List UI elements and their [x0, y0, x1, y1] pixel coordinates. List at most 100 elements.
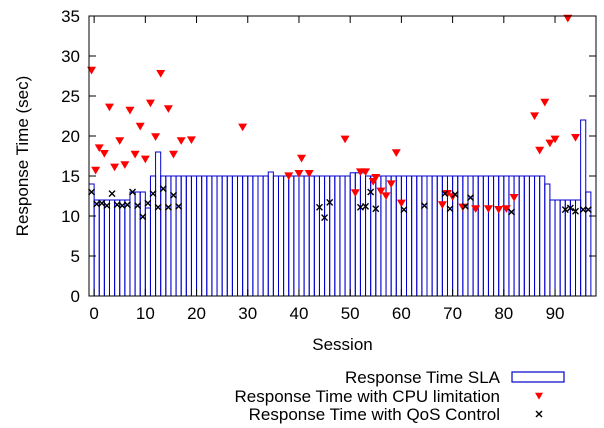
qos-point-stroke [356, 203, 364, 211]
qos-point-stroke [451, 190, 459, 198]
sla-bar [421, 175, 428, 297]
y-tick-label: 15 [61, 167, 80, 186]
cpu-point [361, 168, 371, 177]
qos-point [88, 188, 96, 196]
qos-point-stroke [579, 206, 587, 214]
cpu-point [471, 205, 481, 213]
qos-point [461, 202, 469, 210]
sla-bar [144, 207, 151, 297]
qos-point-stroke [566, 204, 574, 212]
cpu-point [509, 194, 519, 202]
qos-point [154, 203, 162, 211]
sla-bar [196, 175, 203, 297]
cpu-point [494, 206, 504, 214]
sla-bar [411, 175, 418, 297]
qos-point-stroke [561, 206, 569, 214]
qos-point-stroke [467, 194, 475, 202]
sla-bar [175, 175, 182, 297]
x-tick-label: 10 [136, 304, 155, 323]
sla-bar [416, 175, 423, 297]
cpu-point [540, 98, 550, 107]
sla-bar [308, 175, 315, 297]
sla-bar [160, 175, 167, 297]
cpu-point [238, 123, 248, 132]
cpu-point [571, 134, 581, 142]
sla-bar [88, 183, 95, 297]
qos-point [508, 208, 515, 216]
qos-point-stroke [98, 199, 106, 207]
sla-bar [431, 175, 438, 297]
sla-bar [298, 175, 305, 297]
sla-bar [523, 175, 530, 297]
cpu-point [501, 205, 511, 213]
sla-bar [503, 175, 510, 297]
sla-bar [303, 175, 310, 297]
qos-point-stroke [372, 205, 380, 213]
y-tick-label: 30 [61, 47, 80, 66]
qos-point-stroke [164, 203, 172, 211]
qos-point-stroke [420, 202, 428, 210]
cpu-point [104, 103, 114, 112]
sla-bar [426, 175, 433, 297]
sla-bar [231, 175, 239, 297]
qos-point [159, 185, 167, 193]
qos-point [170, 191, 177, 199]
qos-point-stroke [154, 203, 162, 211]
qos-point [321, 214, 329, 222]
sla-bar [201, 175, 208, 297]
cpu-point [163, 105, 173, 113]
plot-marks [87, 14, 592, 297]
cpu-point [340, 135, 350, 144]
legend-swatch-qos [535, 410, 543, 418]
cpu-point [550, 135, 560, 144]
sla-bar [539, 175, 546, 297]
qos-point-stroke [321, 214, 329, 222]
qos-point-stroke [508, 208, 515, 216]
qos-point [566, 204, 574, 212]
qos-point [134, 202, 142, 210]
sla-bar [390, 175, 397, 297]
sla-bar [518, 175, 525, 297]
qos-point [446, 205, 454, 213]
qos-point [315, 203, 323, 211]
qos-point [572, 207, 580, 215]
qos-point-stroke [144, 199, 152, 207]
legend-label: Response Time with CPU limitation [235, 387, 500, 406]
y-tick-label: 5 [71, 247, 80, 266]
cpu-point [169, 150, 178, 159]
qos-point-stroke [400, 206, 408, 214]
sla-bar [493, 175, 500, 297]
sla-bar [185, 175, 192, 297]
y-tick-label: 0 [71, 287, 80, 306]
qos-point [123, 201, 131, 209]
cpu-point [442, 190, 452, 198]
sla-bar [267, 171, 274, 297]
qos-point [367, 188, 375, 196]
x-tick-label: 40 [290, 304, 309, 323]
sla-bar [436, 175, 443, 297]
sla-bar [129, 191, 136, 297]
sla-bar [114, 199, 121, 297]
cpu-point [145, 99, 155, 108]
legend-label: Response Time with QoS Control [249, 405, 500, 424]
qos-point-stroke [584, 206, 592, 214]
qos-point [362, 202, 370, 210]
qos-point-stroke [149, 190, 157, 198]
cpu-point [563, 14, 573, 23]
y-axis-label: Response Time (sec) [13, 76, 32, 237]
sla-bar [462, 175, 469, 297]
qos-point [326, 198, 334, 206]
sla-bar [103, 199, 110, 297]
sla-bar [211, 175, 218, 297]
sla-bar [477, 175, 484, 297]
cpu-point [381, 192, 391, 201]
qos-point [584, 206, 592, 214]
qos-point [149, 190, 157, 198]
sla-bar [564, 199, 571, 297]
qos-point-stroke [441, 190, 449, 198]
qos-point [144, 199, 152, 207]
sla-bar [544, 183, 551, 297]
sla-bar [283, 175, 290, 297]
qos-point-stroke [88, 188, 96, 196]
sla-bar [237, 175, 244, 297]
